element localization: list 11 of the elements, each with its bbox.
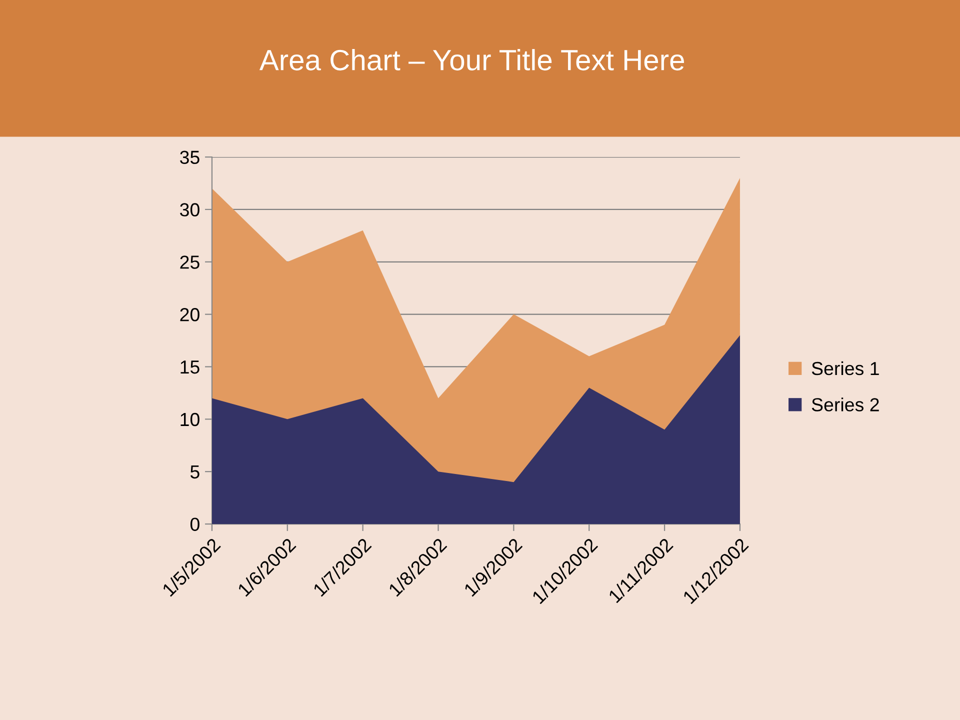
legend-label: Series 1	[812, 361, 879, 376]
y-tick-label: 20	[180, 308, 200, 322]
y-tick-label: 35	[180, 150, 200, 164]
y-tick-label: 0	[190, 518, 200, 531]
y-tick-label: 10	[180, 412, 200, 426]
y-tick-label: 15	[180, 360, 200, 374]
y-tick-label: 25	[180, 256, 200, 269]
y-tick-label: 30	[180, 203, 200, 216]
y-tick-label: 5	[190, 465, 200, 479]
chart-title: Area Chart – Your Title Text Here	[259, 49, 684, 70]
legend-label: Series 2	[812, 398, 879, 412]
